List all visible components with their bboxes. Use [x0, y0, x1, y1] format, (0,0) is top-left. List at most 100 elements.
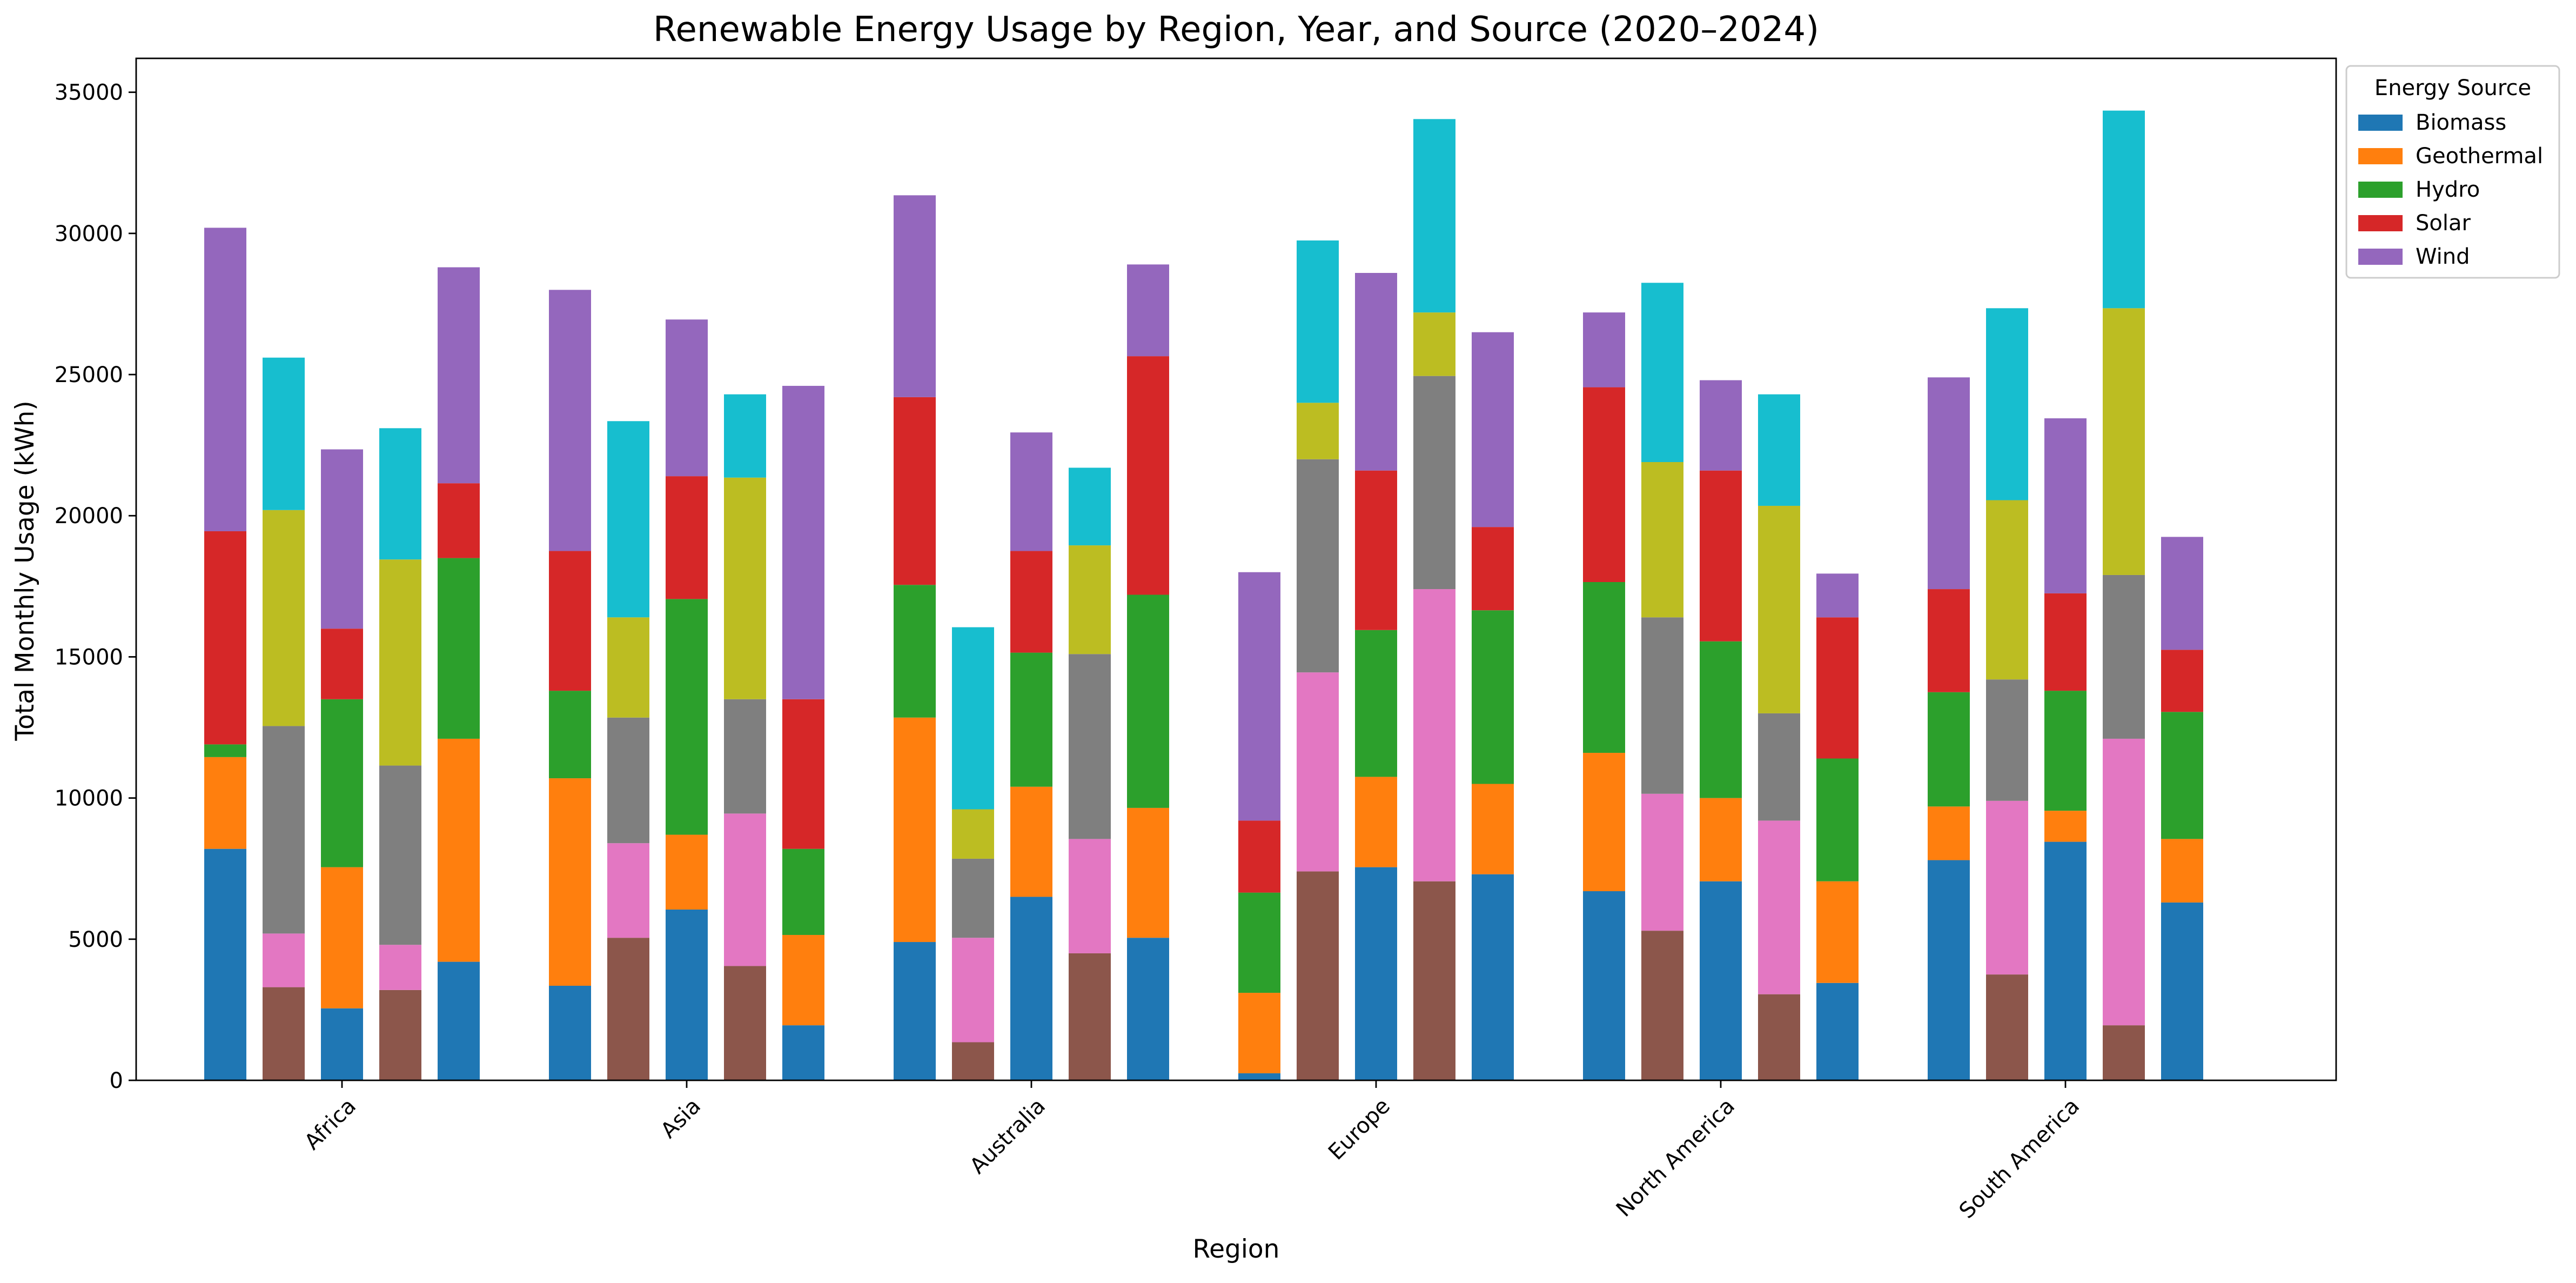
- bar-asia-3-hydro: [666, 599, 708, 835]
- y-tick-label: 30000: [55, 222, 123, 246]
- bar-north-america-4-hydro: [1758, 713, 1800, 821]
- bar-australia-2-geothermal: [952, 938, 994, 1043]
- bar-africa-1-hydro: [204, 744, 246, 757]
- bar-south-america-1-biomass: [1928, 860, 1970, 1080]
- bar-europe-5-geothermal: [1472, 784, 1514, 874]
- bar-south-america-5-wind: [2161, 537, 2203, 650]
- bar-north-america-2-wind: [1641, 283, 1683, 462]
- bar-north-america-1-wind: [1583, 312, 1625, 387]
- bar-europe-2-geothermal: [1297, 672, 1339, 872]
- bar-africa-1-solar: [204, 531, 246, 745]
- bar-africa-2-biomass: [263, 987, 305, 1080]
- bar-south-america-3-biomass: [2044, 841, 2087, 1080]
- legend-title: Energy Source: [2374, 76, 2531, 101]
- y-axis-label: Total Monthly Usage (kWh): [10, 400, 40, 741]
- bar-africa-3-wind: [321, 449, 363, 629]
- bar-africa-5-biomass: [438, 961, 480, 1080]
- bar-asia-3-geothermal: [666, 834, 708, 910]
- bar-south-america-5-hydro: [2161, 712, 2203, 839]
- bars-layer: [204, 110, 2203, 1080]
- bar-australia-2-biomass: [952, 1042, 994, 1080]
- bar-africa-1-wind: [204, 228, 246, 531]
- bar-asia-4-solar: [724, 477, 766, 699]
- bar-australia-2-solar: [952, 809, 994, 859]
- bar-asia-2-wind: [607, 421, 649, 618]
- bar-europe-5-solar: [1472, 527, 1514, 611]
- bar-north-america-2-solar: [1641, 462, 1683, 618]
- chart-title: Renewable Energy Usage by Region, Year, …: [653, 10, 1819, 50]
- y-tick-label: 5000: [68, 927, 123, 952]
- bar-australia-2-hydro: [952, 858, 994, 938]
- y-tick-label: 25000: [55, 363, 123, 387]
- bar-africa-4-wind: [379, 428, 421, 560]
- bar-asia-3-solar: [666, 476, 708, 599]
- bar-asia-3-biomass: [666, 909, 708, 1080]
- bar-australia-1-biomass: [894, 942, 936, 1080]
- bar-australia-4-wind: [1069, 467, 1111, 546]
- bar-asia-5-solar: [782, 699, 824, 849]
- bar-australia-3-wind: [1010, 432, 1052, 551]
- bar-asia-5-wind: [782, 385, 824, 699]
- bar-europe-3-geothermal: [1355, 777, 1397, 867]
- bar-europe-4-hydro: [1413, 376, 1455, 590]
- bar-africa-4-geothermal: [379, 945, 421, 990]
- bar-australia-2-wind: [952, 627, 994, 810]
- bar-south-america-3-hydro: [2044, 691, 2087, 811]
- bar-africa-2-hydro: [263, 726, 305, 934]
- bar-europe-4-wind: [1413, 119, 1455, 313]
- bar-south-america-5-solar: [2161, 650, 2203, 712]
- bar-north-america-4-solar: [1758, 505, 1800, 713]
- bar-europe-2-biomass: [1297, 871, 1339, 1080]
- bar-africa-2-wind: [263, 357, 305, 510]
- bar-australia-5-biomass: [1127, 938, 1169, 1080]
- bar-north-america-3-solar: [1700, 470, 1742, 642]
- bar-asia-5-hydro: [782, 848, 824, 935]
- y-tick-label: 15000: [55, 645, 123, 670]
- bar-australia-5-hydro: [1127, 594, 1169, 808]
- legend-label-hydro: Hydro: [2416, 177, 2480, 202]
- bar-africa-1-biomass: [204, 848, 246, 1080]
- bar-asia-4-geothermal: [724, 813, 766, 966]
- bar-europe-1-solar: [1238, 820, 1280, 893]
- bar-north-america-1-hydro: [1583, 582, 1625, 753]
- bar-south-america-3-solar: [2044, 593, 2087, 691]
- bar-australia-3-geothermal: [1010, 786, 1052, 897]
- axes-frame: [135, 57, 2337, 1081]
- bar-south-america-2-geothermal: [1986, 800, 2028, 975]
- bar-asia-1-solar: [549, 551, 591, 691]
- bar-south-america-2-biomass: [1986, 974, 2028, 1080]
- y-axis: 0 5000 10000 15000 20000 25000 30000 35000: [55, 81, 136, 1093]
- bar-south-america-4-geothermal: [2103, 738, 2145, 1026]
- bar-north-america-2-hydro: [1641, 617, 1683, 794]
- legend-label-wind: Wind: [2416, 244, 2470, 269]
- bar-north-america-1-biomass: [1583, 891, 1625, 1080]
- y-tick-label: 10000: [55, 786, 123, 811]
- bar-africa-3-hydro: [321, 699, 363, 867]
- bar-africa-4-biomass: [379, 990, 421, 1080]
- bar-south-america-4-wind: [2103, 110, 2145, 309]
- bar-australia-5-wind: [1127, 264, 1169, 357]
- bar-europe-5-wind: [1472, 332, 1514, 527]
- bar-north-america-2-geothermal: [1641, 793, 1683, 931]
- bar-europe-4-solar: [1413, 312, 1455, 376]
- bar-south-america-4-biomass: [2103, 1025, 2145, 1080]
- bar-africa-2-geothermal: [263, 933, 305, 987]
- bar-asia-2-hydro: [607, 717, 649, 844]
- bar-asia-1-biomass: [549, 986, 591, 1080]
- bar-south-america-4-hydro: [2103, 574, 2145, 739]
- bar-south-america-4-solar: [2103, 308, 2145, 575]
- x-axis-label: Region: [1193, 1234, 1280, 1264]
- bar-asia-4-wind: [724, 394, 766, 478]
- bar-africa-3-solar: [321, 629, 363, 699]
- bar-australia-5-solar: [1127, 356, 1169, 595]
- bar-asia-4-hydro: [724, 699, 766, 814]
- bar-south-america-2-solar: [1986, 500, 2028, 680]
- bar-north-america-1-solar: [1583, 387, 1625, 583]
- bar-africa-2-solar: [263, 510, 305, 726]
- bar-north-america-5-wind: [1816, 573, 1859, 618]
- bar-australia-3-solar: [1010, 551, 1052, 653]
- bar-south-america-1-hydro: [1928, 692, 1970, 807]
- bar-south-america-2-wind: [1986, 308, 2028, 500]
- bar-south-america-1-wind: [1928, 377, 1970, 590]
- bar-asia-1-wind: [549, 290, 591, 551]
